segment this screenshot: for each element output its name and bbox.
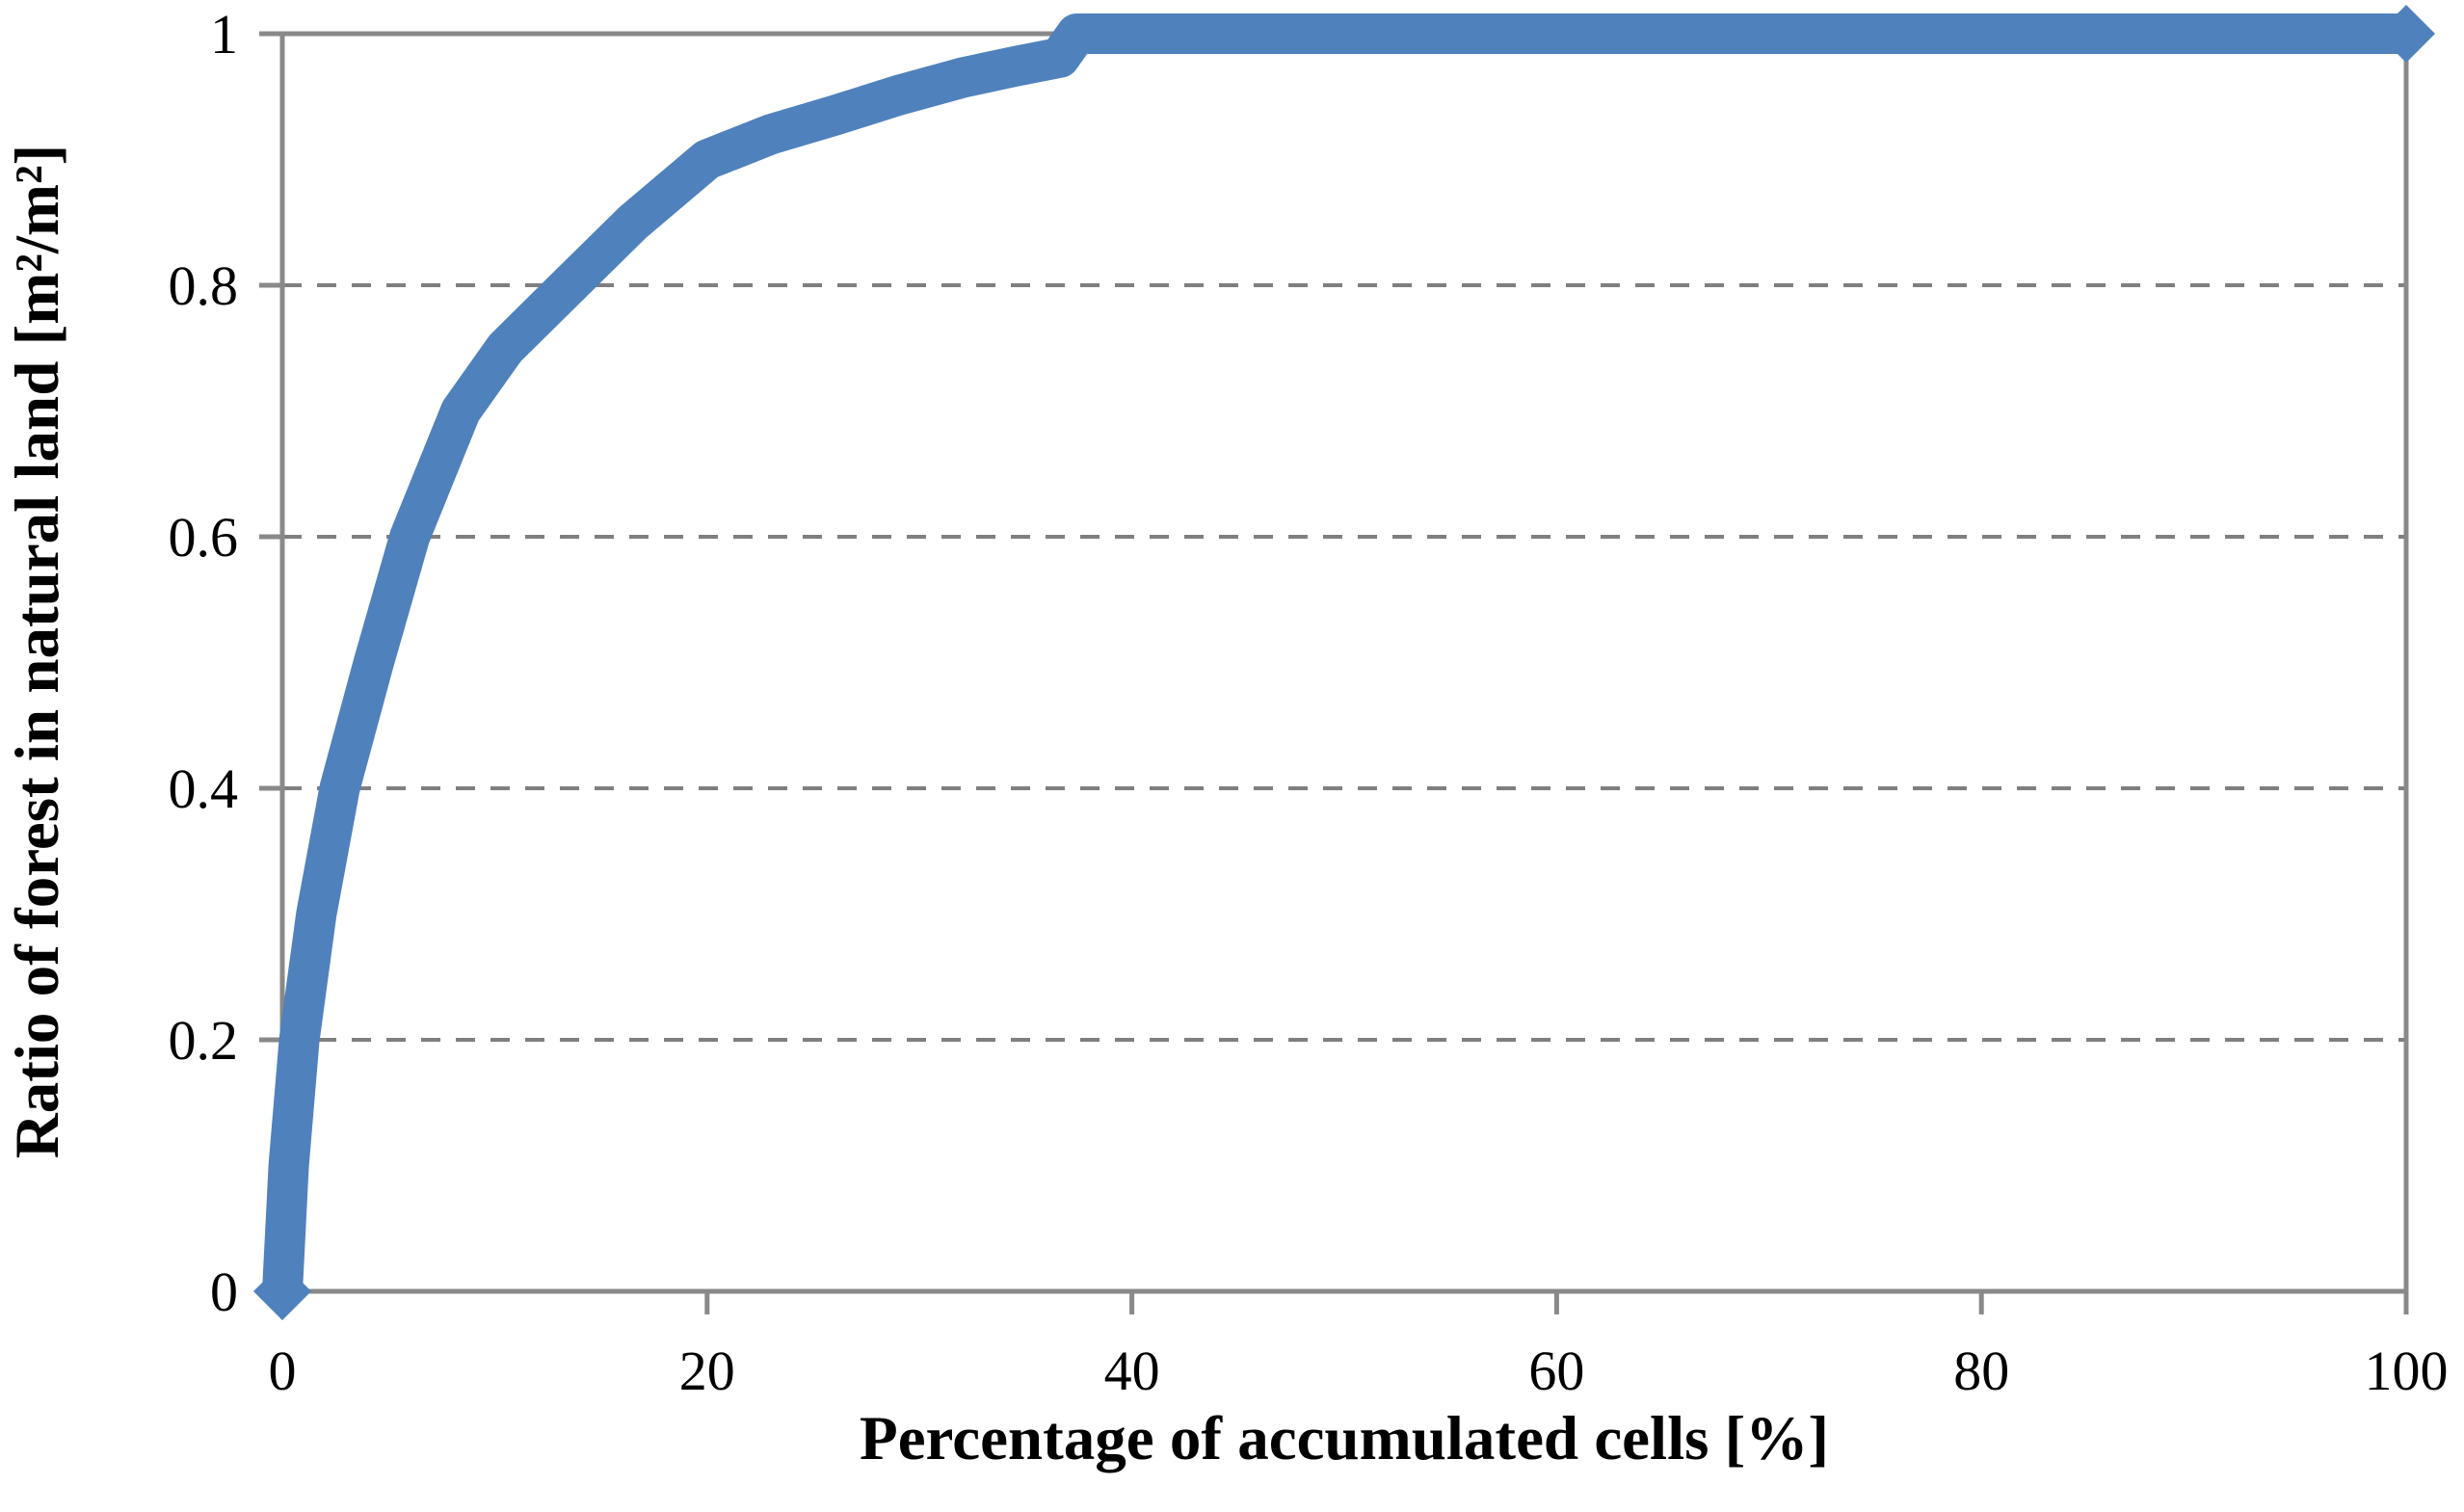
x-axis-title: Percentage of accumulated cells [%]: [860, 1404, 1829, 1473]
x-tick-label: 60: [1528, 1340, 1584, 1402]
y-tick-label: 0: [210, 1260, 238, 1323]
x-tick-label: 100: [2365, 1340, 2449, 1402]
data-point-marker: [2377, 5, 2435, 63]
x-tick-label: 80: [1953, 1340, 2009, 1402]
data-series-line: [262, 13, 2406, 1293]
y-tick-label: 0.6: [169, 506, 239, 569]
x-tick-label: 20: [679, 1340, 735, 1402]
y-tick-label: 0.4: [169, 757, 239, 820]
data-point-marker: [253, 1262, 311, 1320]
y-tick-label: 0.8: [169, 254, 239, 317]
y-tick-label: 1: [210, 3, 238, 66]
x-tick-label: 40: [1104, 1340, 1160, 1402]
y-tick-label: 0.2: [169, 1009, 239, 1072]
y-axis-title: Ratio of forest in natural land [m²/m²]: [3, 144, 72, 1159]
x-tick-label: 0: [269, 1340, 297, 1402]
